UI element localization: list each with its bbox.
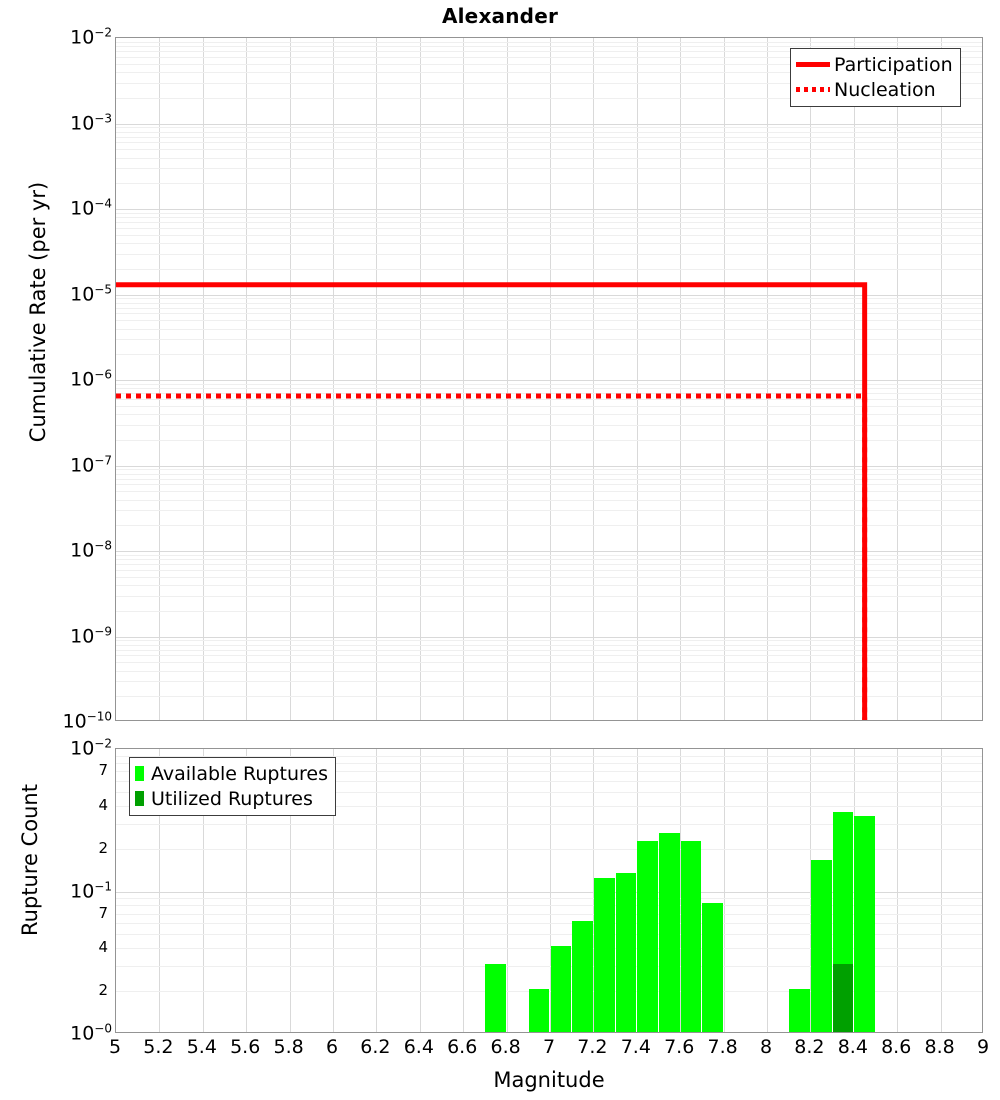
x-tick-label: 6 [326, 1036, 338, 1058]
histogram-bar [594, 878, 615, 1032]
y-tick-label: 10−1 [70, 879, 112, 902]
bottom-legend: Available Ruptures Utilized Ruptures [129, 757, 336, 816]
x-tick-label: 8.2 [794, 1036, 824, 1058]
x-tick-label: 5.8 [273, 1036, 303, 1058]
x-axis-label: Magnitude [115, 1068, 983, 1092]
x-tick-label: 6.6 [447, 1036, 477, 1058]
participation-mfd-plot: Participation Nucleation [115, 37, 983, 721]
bottom-y-axis-label: Rupture Count [18, 730, 42, 990]
legend-label-utilized: Utilized Ruptures [151, 788, 313, 810]
y-tick-label: 7 [98, 904, 108, 922]
x-tick-label: 7.2 [577, 1036, 607, 1058]
curve-nucleation [116, 396, 865, 720]
y-tick-label: 2 [98, 839, 108, 857]
histogram-bar [702, 903, 723, 1032]
bottom-y-axis-ticks: 10−2 7 4 2 10−1 7 4 2 10−0 [0, 0, 112, 1100]
x-tick-label: 8.4 [838, 1036, 868, 1058]
chart-title: Alexander [0, 4, 1000, 28]
legend-entry-participation: Participation [796, 52, 953, 77]
x-tick-label: 6.8 [490, 1036, 520, 1058]
histogram-bar [529, 989, 550, 1032]
histogram-bar [789, 989, 810, 1032]
legend-label-nucleation: Nucleation [834, 79, 936, 101]
legend-label-participation: Participation [834, 54, 953, 76]
x-tick-label: 8 [760, 1036, 772, 1058]
histogram-bar [485, 964, 506, 1032]
x-tick-label: 6.2 [360, 1036, 390, 1058]
histogram-bar [854, 816, 875, 1032]
histogram-bar [659, 833, 680, 1032]
x-tick-label: 5.6 [230, 1036, 260, 1058]
rupture-count-histogram: Available Ruptures Utilized Ruptures [115, 748, 983, 1033]
histogram-bar [681, 841, 702, 1032]
utilized-color-swatch-icon [135, 791, 144, 806]
dotted-line-swatch-icon [796, 87, 830, 92]
curve-participation [116, 285, 865, 720]
histogram-bar [833, 964, 854, 1032]
histogram-bar [572, 921, 593, 1032]
solid-line-swatch-icon [796, 62, 830, 67]
legend-entry-nucleation: Nucleation [796, 77, 953, 102]
y-tick-label: 4 [98, 938, 108, 956]
x-tick-label: 5.2 [143, 1036, 173, 1058]
histogram-bar [811, 860, 832, 1032]
histogram-bar [616, 873, 637, 1032]
legend-label-available: Available Ruptures [151, 763, 328, 785]
y-tick-label: 2 [98, 981, 108, 999]
histogram-bar [551, 946, 572, 1032]
top-legend: Participation Nucleation [790, 48, 961, 107]
x-tick-label: 8.6 [881, 1036, 911, 1058]
y-tick-label: 10−2 [70, 736, 112, 759]
x-tick-label: 9 [977, 1036, 989, 1058]
x-tick-label: 6.4 [404, 1036, 434, 1058]
x-tick-label: 7.8 [707, 1036, 737, 1058]
x-tick-label: 7.4 [621, 1036, 651, 1058]
x-tick-label: 7 [543, 1036, 555, 1058]
legend-entry-utilized: Utilized Ruptures [135, 786, 328, 811]
available-color-swatch-icon [135, 766, 144, 781]
x-tick-label: 8.8 [924, 1036, 954, 1058]
y-tick-label: 4 [98, 796, 108, 814]
x-tick-label: 7.6 [664, 1036, 694, 1058]
x-tick-label: 5.4 [187, 1036, 217, 1058]
y-tick-label: 7 [98, 761, 108, 779]
x-tick-label: 5 [109, 1036, 121, 1058]
mfd-curves [116, 38, 982, 720]
y-tick-label: 10−0 [70, 1021, 112, 1044]
histogram-bar [637, 841, 658, 1032]
legend-entry-available: Available Ruptures [135, 761, 328, 786]
